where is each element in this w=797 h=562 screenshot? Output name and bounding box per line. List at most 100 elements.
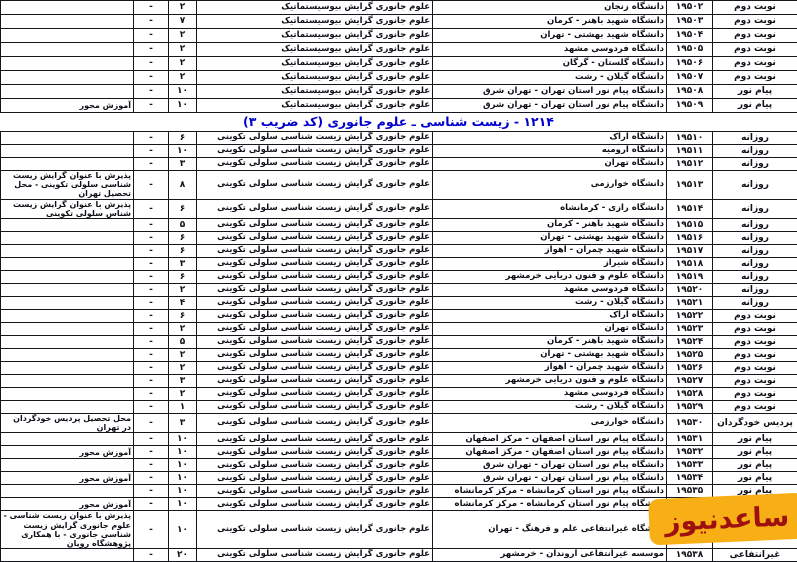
- program-name-cell: علوم جانوری گرایش بیوسیستماتیک: [196, 15, 432, 28]
- admission-type-cell: نوبت دوم: [712, 348, 797, 361]
- capacity-sem2-cell: -: [133, 400, 168, 413]
- capacity-sem1-cell: ۲: [168, 57, 196, 70]
- admission-type-cell: نوبت دوم: [712, 43, 797, 56]
- program-name-cell: علوم جانوری گرایش بیوسیستماتیک: [196, 29, 432, 42]
- note-cell: [0, 158, 133, 170]
- note-cell: [0, 270, 133, 283]
- note-cell: [0, 257, 133, 270]
- capacity-sem2-cell: -: [133, 296, 168, 309]
- program-code-cell: ۱۹۵۰۶: [666, 57, 712, 70]
- admission-type-cell: نوبت دوم: [712, 400, 797, 413]
- university-name-cell: دانشگاه شهید باهنر - کرمان: [432, 335, 666, 348]
- capacity-sem1-cell: ۱۰: [168, 433, 196, 446]
- capacity-sem2-cell: -: [133, 459, 168, 472]
- program-code-cell: ۱۹۵۲۰: [666, 283, 712, 296]
- note-cell: [0, 132, 133, 144]
- admission-type-cell: پیام نور: [712, 485, 797, 498]
- capacity-sem1-cell: ۳: [168, 158, 196, 170]
- admission-type-cell: پیام نور: [712, 433, 797, 446]
- capacity-sem1-cell: ۱۰: [168, 498, 196, 511]
- table-row: نوبت دوم ۱۹۵۲۵ دانشگاه شهید بهشتی - تهرا…: [0, 348, 797, 362]
- admission-type-cell: روزانه: [712, 231, 797, 244]
- admission-type-cell: پردیس خودگردان: [712, 413, 797, 433]
- admission-type-cell: نوبت دوم: [712, 71, 797, 84]
- program-code-cell: ۱۹۵۰۷: [666, 71, 712, 84]
- program-name-cell: علوم جانوری گرایش زیست شناسی سلولی تکوین…: [196, 158, 432, 170]
- program-code-cell: ۱۹۵۱۸: [666, 257, 712, 270]
- table-row: پیام نور ۱۹۵۳۳ دانشگاه پیام نور استان ته…: [0, 459, 797, 473]
- table-row: روزانه ۱۹۵۲۰ دانشگاه فردوسی مشهد علوم جا…: [0, 283, 797, 297]
- table-row: نوبت دوم ۱۹۵۲۸ دانشگاه فردوسی مشهد علوم …: [0, 387, 797, 401]
- program-name-cell: علوم جانوری گرایش زیست شناسی سلولی تکوین…: [196, 244, 432, 257]
- capacity-sem2-cell: -: [133, 348, 168, 361]
- university-name-cell: دانشگاه شیراز: [432, 257, 666, 270]
- capacity-sem1-cell: ۳: [168, 413, 196, 433]
- capacity-sem2-cell: -: [133, 361, 168, 374]
- program-name-cell: علوم جانوری گرایش بیوسیستماتیک: [196, 85, 432, 98]
- program-code-cell: ۱۹۵۳۱: [666, 433, 712, 446]
- table-row: روزانه ۱۹۵۱۲ دانشگاه تهران علوم جانوری گ…: [0, 158, 797, 171]
- capacity-sem2-cell: -: [133, 29, 168, 42]
- cellular-developmental-section-table: روزانه ۱۹۵۱۰ دانشگاه اراک علوم جانوری گر…: [0, 131, 797, 562]
- table-row: نوبت دوم ۱۹۵۲۳ دانشگاه تهران علوم جانوری…: [0, 322, 797, 336]
- capacity-sem1-cell: ۲: [168, 29, 196, 42]
- note-cell: [0, 296, 133, 309]
- capacity-sem2-cell: -: [133, 498, 168, 511]
- university-name-cell: دانشگاه شهید بهشتی - تهران: [432, 231, 666, 244]
- table-row: روزانه ۱۹۵۱۰ دانشگاه اراک علوم جانوری گر…: [0, 132, 797, 145]
- university-name-cell: دانشگاه پیام نور استان تهران - تهران شرق: [432, 85, 666, 98]
- capacity-sem1-cell: ۶: [168, 244, 196, 257]
- program-name-cell: علوم جانوری گرایش زیست شناسی سلولی تکوین…: [196, 549, 432, 562]
- table-row: نوبت دوم ۱۹۵۰۲ دانشگاه زنجان علوم جانوری…: [0, 1, 797, 15]
- capacity-sem2-cell: -: [133, 387, 168, 400]
- university-name-cell: دانشگاه خوارزمی: [432, 171, 666, 199]
- admission-type-cell: پیام نور: [712, 85, 797, 98]
- note-cell: پذیرش با عنوان زیست شناسی - علوم جانوری …: [0, 511, 133, 549]
- note-cell: [0, 85, 133, 98]
- note-cell: [0, 231, 133, 244]
- note-cell: [0, 57, 133, 70]
- admission-type-cell: روزانه: [712, 132, 797, 144]
- program-name-cell: علوم جانوری گرایش زیست شناسی سلولی تکوین…: [196, 171, 432, 199]
- admission-type-cell: پیام نور: [712, 472, 797, 485]
- university-name-cell: دانشگاه شهید بهشتی - تهران: [432, 348, 666, 361]
- capacity-sem1-cell: ۳: [168, 374, 196, 387]
- note-cell: محل تحصیل پردیس خودگردان در تهران: [0, 413, 133, 433]
- program-name-cell: علوم جانوری گرایش زیست شناسی سلولی تکوین…: [196, 413, 432, 433]
- program-code-cell: ۱۹۵۳۰: [666, 413, 712, 433]
- capacity-sem2-cell: -: [133, 145, 168, 157]
- program-code-cell: ۱۹۵۱۷: [666, 244, 712, 257]
- program-name-cell: علوم جانوری گرایش زیست شناسی سلولی تکوین…: [196, 270, 432, 283]
- university-name-cell: دانشگاه پیام نور استان تهران - تهران شرق: [432, 472, 666, 485]
- university-name-cell: دانشگاه فردوسی مشهد: [432, 283, 666, 296]
- note-cell: [0, 309, 133, 322]
- capacity-sem2-cell: -: [133, 85, 168, 98]
- admission-type-cell: نوبت دوم: [712, 361, 797, 374]
- capacity-sem2-cell: -: [133, 413, 168, 433]
- program-code-cell: ۱۹۵۲۷: [666, 374, 712, 387]
- program-name-cell: علوم جانوری گرایش زیست شناسی سلولی تکوین…: [196, 322, 432, 335]
- program-name-cell: علوم جانوری گرایش زیست شناسی سلولی تکوین…: [196, 231, 432, 244]
- admission-type-cell: نوبت دوم: [712, 15, 797, 28]
- university-name-cell: دانشگاه فردوسی مشهد: [432, 43, 666, 56]
- admission-type-cell: نوبت دوم: [712, 387, 797, 400]
- capacity-sem1-cell: ۲: [168, 361, 196, 374]
- capacity-sem1-cell: ۲: [168, 71, 196, 84]
- program-name-cell: علوم جانوری گرایش بیوسیستماتیک: [196, 43, 432, 56]
- note-cell: [0, 283, 133, 296]
- admission-type-cell: نوبت دوم: [712, 1, 797, 14]
- capacity-sem1-cell: ۶: [168, 132, 196, 144]
- capacity-sem1-cell: ۱۰: [168, 485, 196, 498]
- note-cell: [0, 244, 133, 257]
- university-name-cell: دانشگاه شهید باهنر - کرمان: [432, 218, 666, 231]
- program-code-cell: ۱۹۵۲۹: [666, 400, 712, 413]
- admission-type-cell: روزانه: [712, 145, 797, 157]
- capacity-sem2-cell: -: [133, 15, 168, 28]
- capacity-sem1-cell: ۲۰: [168, 549, 196, 562]
- capacity-sem2-cell: -: [133, 171, 168, 199]
- admission-type-cell: پیام نور: [712, 459, 797, 472]
- section-title: ۱۲۱۴ - زیست شناسی ـ علوم جانوری (کد ضریب…: [0, 113, 797, 131]
- university-name-cell: موسسه غیرانتفاعی اروندان - خرمشهر: [432, 549, 666, 562]
- university-name-cell: دانشگاه پیام نور استان کرمانشاه - مرکز ک…: [432, 485, 666, 498]
- table-row: پیام نور ۱۹۵۳۲ دانشگاه پیام نور استان اص…: [0, 446, 797, 460]
